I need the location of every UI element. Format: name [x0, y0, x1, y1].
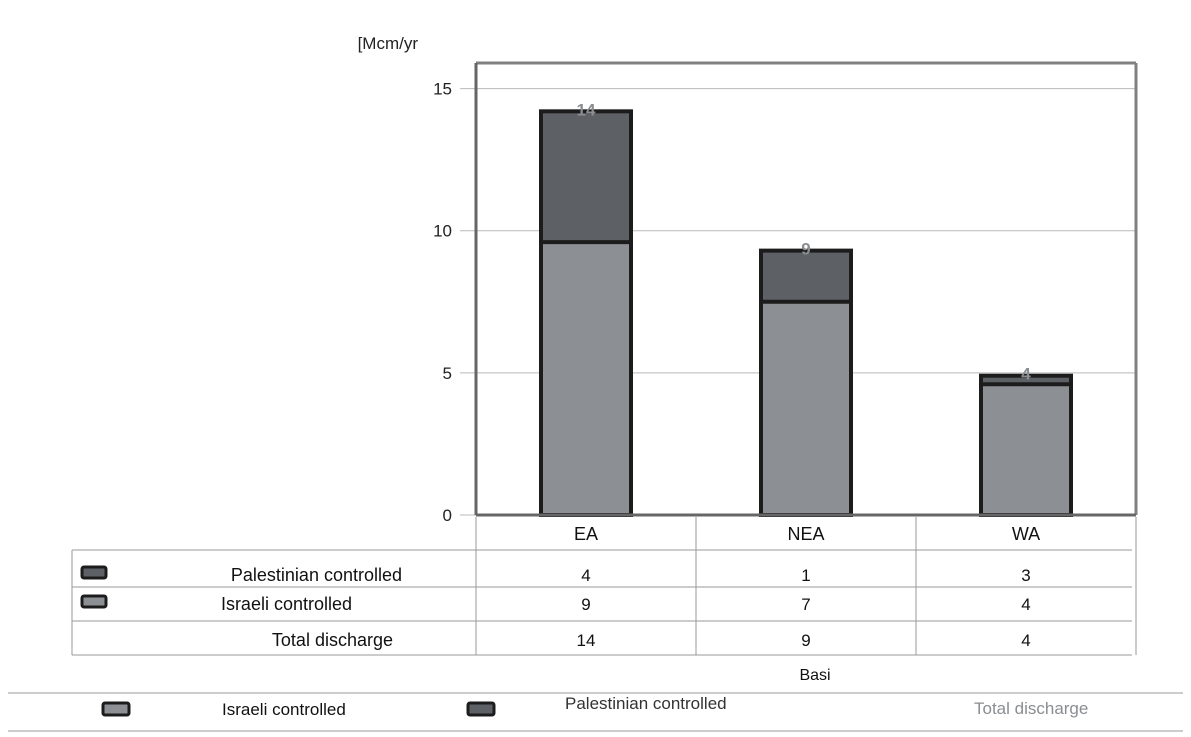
- legend-entry-label: Total discharge: [974, 699, 1088, 718]
- table-row-label: Palestinian controlled: [231, 565, 402, 585]
- table-cell-value: 14: [577, 631, 596, 650]
- y-tick-label: 10: [433, 222, 452, 241]
- table-cell-value: 4: [581, 566, 590, 585]
- table-cell-value: 3: [1021, 566, 1030, 585]
- table-row-swatch: [80, 594, 108, 609]
- y-axis: 0 5 10 15 [Mcm/yr: [358, 34, 452, 525]
- legend-entry-label: Israeli controlled: [222, 700, 346, 719]
- legend: Israeli controlled Palestinian controlled…: [8, 692, 1183, 732]
- table-row-swatch: [80, 565, 108, 580]
- bar-israeli-controlled: [981, 384, 1071, 515]
- table-cell-value: 4: [1021, 595, 1030, 614]
- legend-entry-label: Palestinian controlled: [565, 694, 727, 713]
- y-tick-label: 15: [433, 80, 452, 99]
- table-row-label: Israeli controlled: [221, 594, 352, 614]
- table-cell-value: 1: [801, 566, 810, 585]
- y-tick-label: 0: [443, 506, 452, 525]
- x-tick-label: WA: [1012, 524, 1040, 544]
- table-row-label: Total discharge: [272, 630, 393, 650]
- y-tick-label: 5: [443, 364, 452, 383]
- x-axis-label: Basi: [799, 667, 830, 684]
- bar-palestinian-controlled: [541, 111, 631, 243]
- data-table: EA NEA WA Palestinian controlled 4 1 3 Israeli …: [71, 517, 1137, 684]
- plot-frame: [474, 61, 1138, 517]
- y-axis-unit-label: [Mcm/yr: [358, 34, 419, 53]
- table-cell-value: 4: [1021, 631, 1030, 650]
- table-cell-value: 9: [581, 595, 590, 614]
- bars: 14 9 4: [539, 100, 1073, 517]
- bar-palestinian-controlled: [981, 375, 1071, 385]
- legend-swatch: [101, 701, 131, 717]
- total-data-label: 4: [1021, 365, 1031, 384]
- bar-palestinian-controlled: [761, 250, 851, 302]
- x-tick-label: EA: [574, 524, 598, 544]
- total-data-label: 14: [577, 100, 596, 119]
- table-cell-value: 9: [801, 631, 810, 650]
- total-data-label: 9: [801, 240, 810, 259]
- bar-israeli-controlled: [541, 242, 631, 515]
- table-cell-value: 7: [801, 595, 810, 614]
- bar-israeli-controlled: [761, 301, 851, 515]
- legend-swatch: [466, 701, 496, 717]
- x-tick-label: NEA: [787, 524, 824, 544]
